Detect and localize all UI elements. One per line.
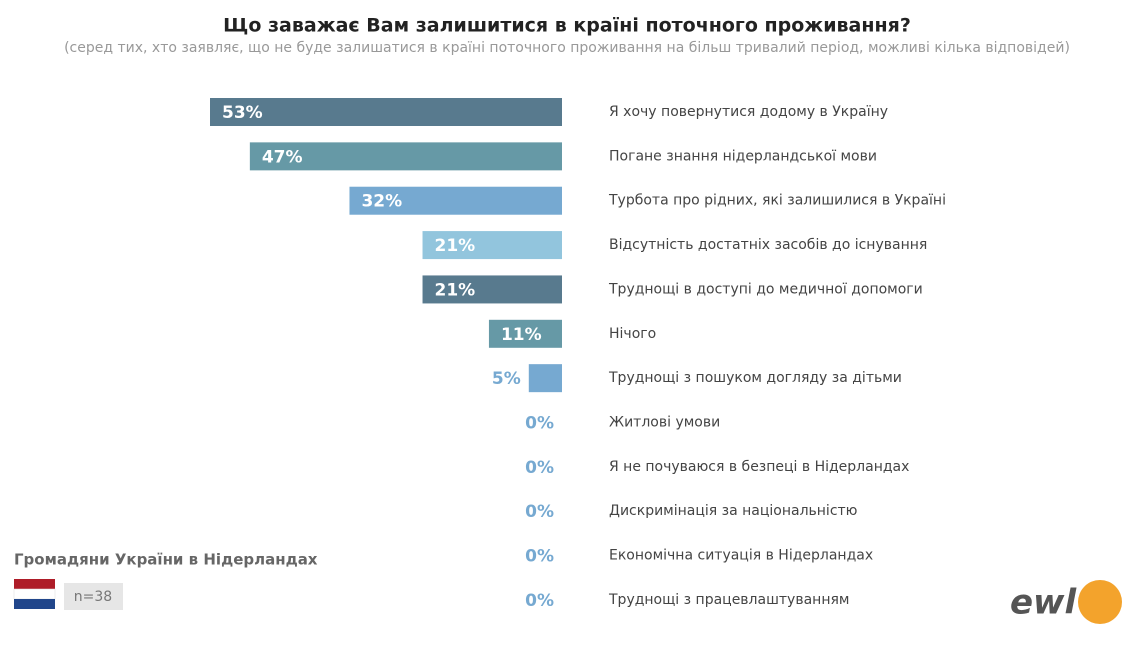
bar bbox=[422, 275, 562, 304]
bar bbox=[210, 98, 562, 126]
value-label: 32% bbox=[361, 192, 402, 212]
bar bbox=[349, 186, 562, 215]
value-label: 53% bbox=[222, 103, 263, 123]
value-label: 11% bbox=[501, 325, 542, 345]
value-label: 0% bbox=[525, 414, 554, 434]
bar bbox=[249, 142, 562, 171]
value-label: 0% bbox=[525, 547, 554, 567]
sample-label: n=38 bbox=[74, 589, 112, 605]
chart-subtitle: (серед тих, хто заявляє, що не буде зали… bbox=[64, 40, 1070, 56]
sample-box bbox=[64, 583, 123, 610]
value-label: 21% bbox=[435, 236, 476, 256]
value-label: 0% bbox=[525, 591, 554, 611]
category-label: Житлові умови bbox=[609, 415, 720, 431]
category-label: Труднощі в доступі до медичної допомоги bbox=[608, 281, 923, 297]
value-label: 21% bbox=[435, 280, 476, 300]
value-label: 0% bbox=[525, 502, 554, 522]
value-label: 5% bbox=[492, 369, 521, 389]
category-label: Я хочу повернутися додому в Україну bbox=[609, 104, 888, 120]
category-label: Турбота про рідних, які залишилися в Укр… bbox=[608, 193, 946, 209]
flag bbox=[13, 579, 56, 609]
category-label: Економічна ситуація в Нідерландах bbox=[609, 548, 873, 564]
group-label: Громадяни України в Нідерландах bbox=[14, 551, 318, 569]
value-label: 0% bbox=[525, 458, 554, 478]
bar bbox=[422, 231, 562, 260]
category-label: Я не почуваюся в безпеці в Нідерландах bbox=[609, 459, 909, 475]
category-label: Дискримінація за національністю bbox=[609, 503, 858, 519]
bar bbox=[488, 319, 562, 348]
logo: ewl bbox=[1010, 583, 1077, 623]
category-label: Відсутність достатніх засобів до існуван… bbox=[609, 237, 927, 253]
value-label: 47% bbox=[262, 147, 303, 167]
category-label: Нічого bbox=[609, 326, 656, 342]
category-label: Труднощі з пошуком догляду за дітьми bbox=[608, 370, 902, 386]
bar bbox=[528, 364, 562, 393]
category-label: Труднощі з працевлаштуванням bbox=[608, 592, 849, 608]
chart-title: Що заважає Вам залишитися в країні поточ… bbox=[223, 15, 911, 37]
logo-icon bbox=[1078, 580, 1122, 624]
category-label: Погане знання нідерландської мови bbox=[609, 148, 877, 164]
